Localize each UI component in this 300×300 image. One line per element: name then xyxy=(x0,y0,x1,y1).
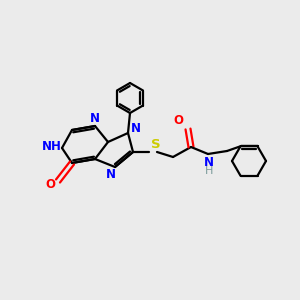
Text: N: N xyxy=(106,169,116,182)
Text: O: O xyxy=(173,115,183,128)
Text: NH: NH xyxy=(42,140,62,152)
Text: H: H xyxy=(205,166,213,176)
Text: N: N xyxy=(204,157,214,169)
Text: S: S xyxy=(151,137,161,151)
Text: O: O xyxy=(45,178,55,191)
Text: N: N xyxy=(131,122,141,136)
Text: N: N xyxy=(90,112,100,124)
